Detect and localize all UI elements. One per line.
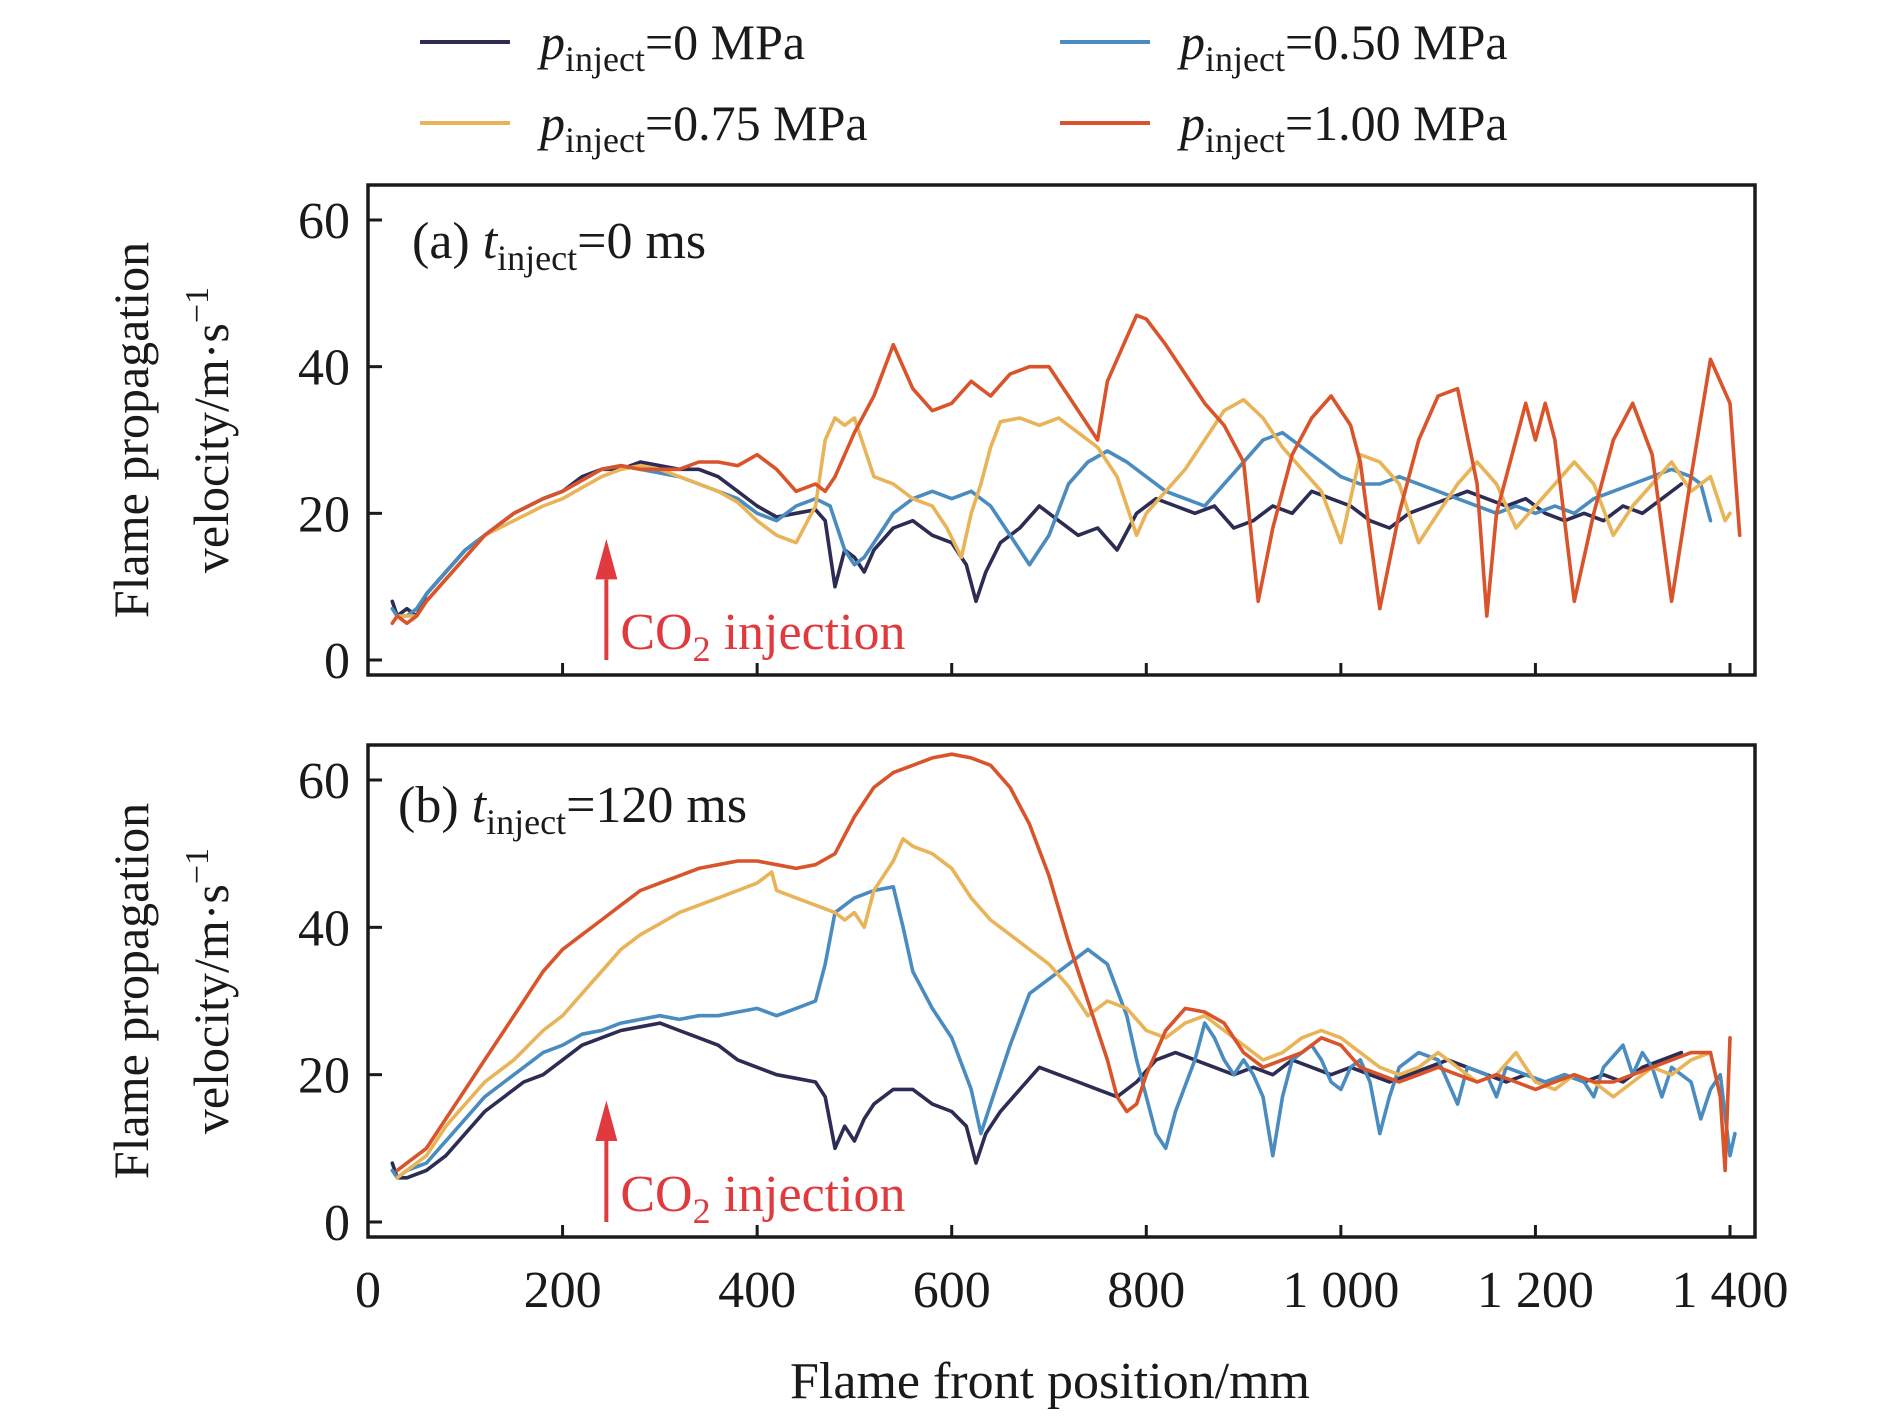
plot-frame <box>366 183 1757 677</box>
legend-sub: inject <box>565 120 645 160</box>
x-tick-label-0: 0 <box>355 1262 381 1319</box>
panel-label-suffix: =0 ms <box>577 213 706 270</box>
x-tick-label-600: 600 <box>913 1262 991 1319</box>
legend-var: p <box>537 14 565 70</box>
legend-sub: inject <box>565 39 645 79</box>
panel-label-prefix: (a) <box>412 213 483 270</box>
y-tick-label-20: 20 <box>298 1048 350 1105</box>
y-tick-label-40: 40 <box>298 340 350 397</box>
legend-var: p <box>1177 14 1205 70</box>
panel-label-sub: inject <box>486 802 566 842</box>
annotation-sub: 2 <box>693 1191 711 1231</box>
legend-label-0: pinject=0 MPa <box>537 14 805 79</box>
panel-label: (a) tinject=0 ms <box>412 213 706 278</box>
panel-label: (b) tinject=120 ms <box>398 777 747 842</box>
x-tick-label-1000: 1 000 <box>1282 1262 1399 1319</box>
legend-var: p <box>537 95 565 151</box>
legend-value: =1.00 MPa <box>1285 95 1508 151</box>
annotation-text-post: injection <box>711 604 906 661</box>
y-axis-label-text: velocity/m·s <box>183 884 239 1134</box>
y-tick-label-60: 60 <box>298 193 350 250</box>
y-tick-label-60: 60 <box>298 753 350 810</box>
annotation-text-pre: CO <box>620 1166 692 1223</box>
legend-label-1: pinject=0.50 MPa <box>1177 14 1508 79</box>
y-axis-label-text: velocity/m·s <box>183 323 239 573</box>
legend: pinject=0 MPa pinject=0.50 MPapinject=0.7… <box>420 14 1508 160</box>
legend-value: =0.75 MPa <box>645 95 868 151</box>
injection-arrow-head <box>595 539 618 580</box>
series-line-2 <box>395 397 1732 618</box>
legend-var: p <box>1177 95 1205 151</box>
legend-value: =0 MPa <box>645 14 805 70</box>
x-tick-label-400: 400 <box>718 1262 796 1319</box>
x-tick-label-1400: 1 400 <box>1672 1262 1789 1319</box>
y-axis-label-line1: Flame propagation <box>103 242 159 618</box>
panel-label-prefix: (b) <box>398 777 472 834</box>
y-tick-label-0: 0 <box>324 1195 350 1252</box>
y-axis-label-line2: velocity/m·s−1 <box>179 848 239 1134</box>
annotation-text-post: injection <box>711 1166 906 1223</box>
series-line-1 <box>390 885 1737 1180</box>
injection-annotation: CO2 injection <box>620 1166 905 1231</box>
y-axis-label-exponent: −1 <box>179 848 216 884</box>
legend-label-2: pinject=0.75 MPa <box>537 95 868 160</box>
legend-sub: inject <box>1205 120 1285 160</box>
x-axis-label: Flame front position/mm <box>790 1353 1310 1410</box>
x-tick-label-1200: 1 200 <box>1477 1262 1594 1319</box>
y-axis-label-line1: Flame propagation <box>103 803 159 1179</box>
plot-frame <box>366 743 1757 1239</box>
panel-label-var: t <box>472 777 488 834</box>
y-axis-label-line2: velocity/m·s−1 <box>179 287 239 573</box>
annotation-text-pre: CO <box>620 604 692 661</box>
series-line-3 <box>390 313 1742 626</box>
y-tick-label-0: 0 <box>324 633 350 690</box>
injection-arrow-head <box>595 1100 618 1141</box>
annotation-sub: 2 <box>693 629 711 669</box>
panel-label-var: t <box>483 213 499 270</box>
series-line-3 <box>395 752 1732 1173</box>
legend-value: =0.50 MPa <box>1285 14 1508 70</box>
x-tick-label-200: 200 <box>524 1262 602 1319</box>
y-tick-label-40: 40 <box>298 900 350 957</box>
y-tick-label-20: 20 <box>298 486 350 543</box>
panel-label-sub: inject <box>497 238 577 278</box>
series-line-0 <box>390 1021 1684 1180</box>
panel-a: 0 20 40 60 Flame propagation velocity/m·s−1 (a… <box>103 183 1757 690</box>
injection-annotation: CO2 injection <box>620 604 905 669</box>
legend-label-3: pinject=1.00 MPa <box>1177 95 1508 160</box>
y-axis-label-exponent: −1 <box>179 287 216 323</box>
legend-sub: inject <box>1205 39 1285 79</box>
panel-label-suffix: =120 ms <box>566 777 747 834</box>
x-tick-label-800: 800 <box>1107 1262 1185 1319</box>
